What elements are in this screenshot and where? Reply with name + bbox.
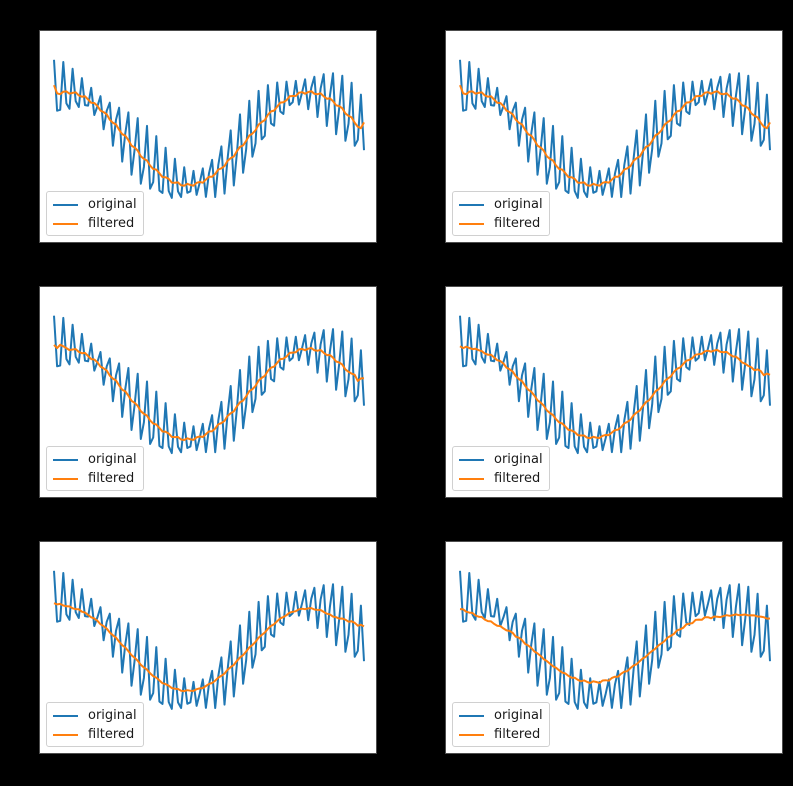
- filtered-line-swatch-icon: [459, 222, 484, 225]
- plot-area: [53, 59, 365, 244]
- subplot-5: original filtered: [39, 541, 377, 755]
- original-line-swatch-icon: [459, 458, 484, 461]
- legend-entry-original: original: [53, 450, 137, 469]
- legend: original filtered: [452, 446, 550, 491]
- original-line-swatch-icon: [459, 714, 484, 717]
- filtered-line-swatch-icon: [53, 733, 78, 736]
- original-series-line: [53, 315, 365, 455]
- original-line-swatch-icon: [53, 714, 78, 717]
- plot-area: [459, 315, 771, 499]
- plot-area: [53, 570, 365, 755]
- legend-label-filtered: filtered: [494, 727, 541, 742]
- legend-entry-original: original: [459, 195, 543, 214]
- legend-entry-filtered: filtered: [53, 469, 137, 488]
- original-series-line: [459, 59, 771, 199]
- filtered-line-swatch-icon: [53, 222, 78, 225]
- original-line-swatch-icon: [459, 203, 484, 206]
- legend: original filtered: [46, 446, 144, 491]
- filtered-series-line: [53, 343, 365, 441]
- legend-entry-original: original: [459, 450, 543, 469]
- plot-area: [53, 315, 365, 499]
- legend: original filtered: [452, 702, 550, 747]
- filtered-line-swatch-icon: [53, 477, 78, 480]
- subplot-6: original filtered: [445, 541, 783, 755]
- original-series-line: [53, 570, 365, 710]
- legend-label-original: original: [88, 708, 137, 723]
- original-series-line: [459, 570, 771, 710]
- filtered-series-line: [459, 84, 771, 187]
- subplot-3: original filtered: [39, 286, 377, 499]
- legend-entry-original: original: [53, 195, 137, 214]
- plot-area: [459, 59, 771, 244]
- filtered-series-line: [53, 602, 365, 693]
- legend-label-original: original: [494, 197, 543, 212]
- original-series-line: [53, 59, 365, 199]
- legend-label-filtered: filtered: [494, 471, 541, 486]
- original-line-swatch-icon: [53, 458, 78, 461]
- legend: original filtered: [46, 191, 144, 236]
- legend-entry-filtered: filtered: [459, 725, 543, 744]
- legend-label-original: original: [494, 708, 543, 723]
- legend-entry-filtered: filtered: [459, 469, 543, 488]
- legend-label-filtered: filtered: [88, 727, 135, 742]
- legend-entry-filtered: filtered: [53, 214, 137, 233]
- legend-label-original: original: [88, 197, 137, 212]
- subplot-1: original filtered: [39, 30, 377, 244]
- legend-label-original: original: [88, 452, 137, 467]
- legend-entry-original: original: [459, 706, 543, 725]
- subplot-4: original filtered: [445, 286, 783, 499]
- original-series-line: [459, 315, 771, 455]
- legend-label-filtered: filtered: [88, 471, 135, 486]
- legend-label-filtered: filtered: [494, 216, 541, 231]
- legend-entry-filtered: filtered: [53, 725, 137, 744]
- filtered-series-line: [459, 608, 771, 684]
- subplot-2: original filtered: [445, 30, 783, 244]
- filtered-line-swatch-icon: [459, 477, 484, 480]
- legend: original filtered: [452, 191, 550, 236]
- legend-label-original: original: [494, 452, 543, 467]
- original-line-swatch-icon: [53, 203, 78, 206]
- plot-area: [459, 570, 771, 755]
- legend: original filtered: [46, 702, 144, 747]
- legend-entry-original: original: [53, 706, 137, 725]
- filtered-line-swatch-icon: [459, 733, 484, 736]
- filtered-series-line: [459, 345, 771, 440]
- legend-label-filtered: filtered: [88, 216, 135, 231]
- legend-entry-filtered: filtered: [459, 214, 543, 233]
- filtered-series-line: [53, 84, 365, 187]
